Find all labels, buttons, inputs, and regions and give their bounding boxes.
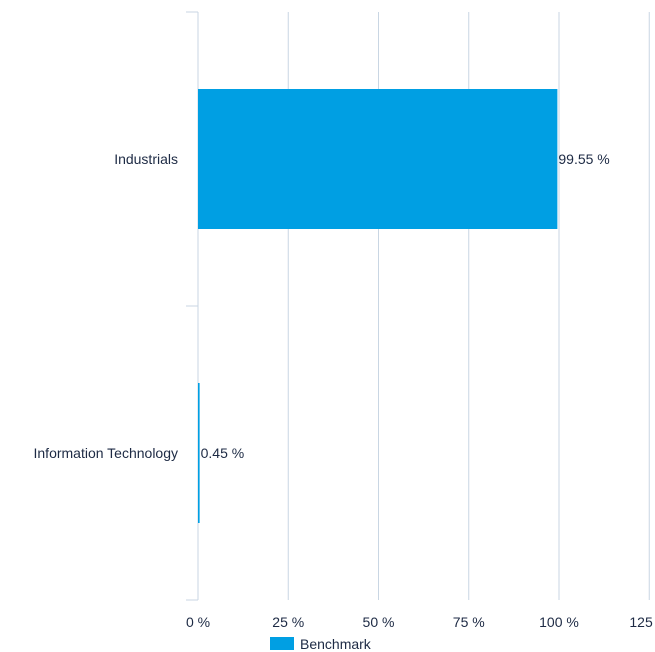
x-tick-label: 0 % (186, 614, 210, 630)
bar (198, 89, 558, 229)
y-axis (186, 11, 199, 601)
category-labels: Industrials Information Technology (34, 151, 179, 461)
category-label: Industrials (114, 151, 178, 167)
legend-label: Benchmark (300, 636, 372, 652)
data-label: 99.55 % (558, 151, 609, 167)
x-tick-label: 125 % (629, 614, 655, 630)
category-label: Information Technology (34, 445, 179, 461)
legend: Benchmark (270, 636, 372, 652)
x-tick-label: 75 % (453, 614, 485, 630)
x-tick-label: 25 % (272, 614, 304, 630)
bars (198, 89, 558, 523)
x-tick-labels: 0 % 25 % 50 % 75 % 100 % 125 % (186, 614, 655, 630)
data-label: 0.45 % (201, 445, 245, 461)
legend-swatch (270, 637, 294, 650)
data-labels: 99.55 % 0.45 % (201, 151, 610, 461)
x-tick-label: 100 % (539, 614, 579, 630)
x-tick-label: 50 % (363, 614, 395, 630)
bar (198, 383, 200, 523)
